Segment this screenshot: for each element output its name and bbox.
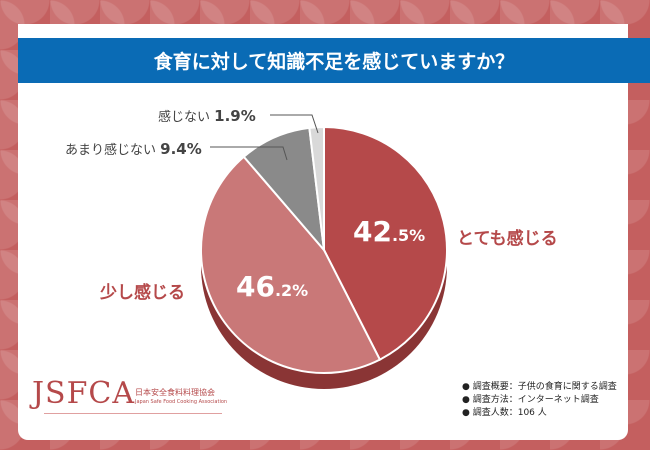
logo-jp: 日本安全食料料理協会 [135,388,215,397]
pie-slice-1 [200,155,382,374]
leader-line-2 [210,146,288,161]
slice-label-3: 感じない 1.9% [158,107,256,125]
chart-title: 食育に対して知識不足を感じていますか？ [18,38,650,83]
slice-label-2: あまり感じない 9.4% [65,140,202,158]
leader-line-3 [270,114,319,134]
pie-slice-0 [323,125,448,361]
logo: JSFCA [32,376,136,411]
slice-label-0: とても感じる [457,229,558,249]
logo-underline [44,413,222,414]
note: ● 調査概要：子供の食育に関する調査 [462,382,617,392]
note: ● 調査方法：インターネット調査 [462,395,599,405]
survey-notes: ● 調査概要：子供の食育に関する調査 ● 調査方法：インターネット調査 ● 調査… [462,381,617,420]
pie-slice-3 [308,125,325,251]
logo-en: Japan Safe Food Cooking Association [135,399,228,405]
note: ● 調査人数：106 人 [462,408,547,418]
slice-value-1: 46.2% [236,270,309,303]
slice-value-0: 42.5% [353,215,426,248]
slice-label-1: 少し感じる [100,283,185,303]
